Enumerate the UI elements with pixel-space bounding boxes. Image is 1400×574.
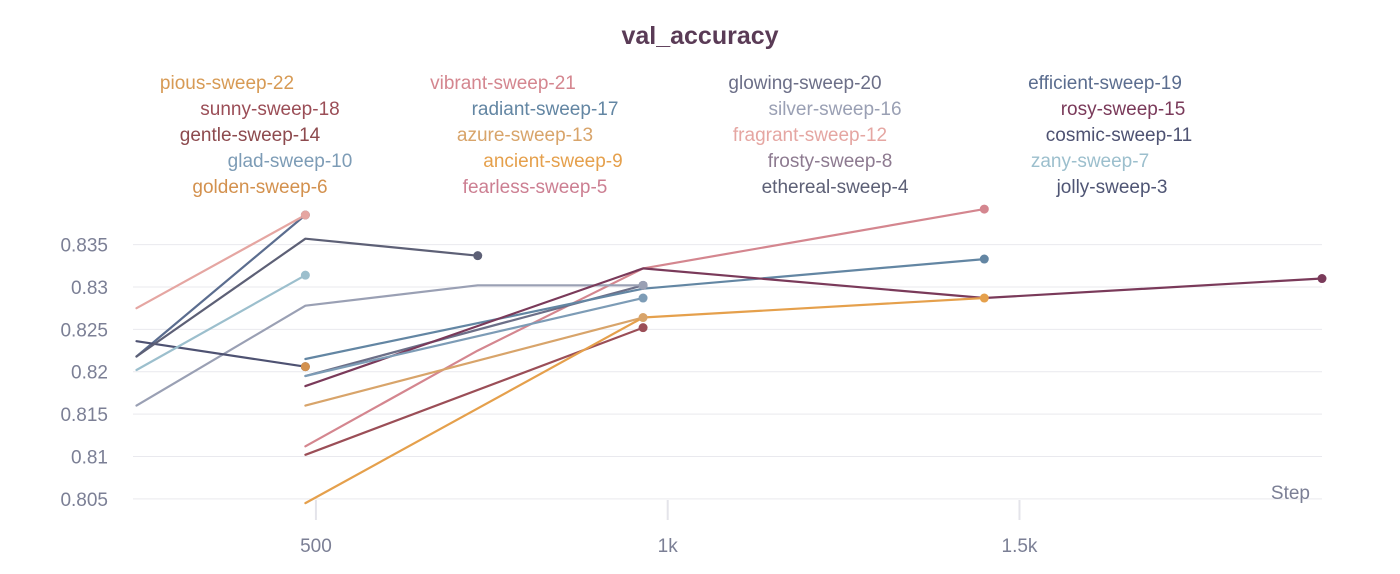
series-end-marker-glad-sweep-10: [638, 293, 648, 303]
series-line-efficient-sweep-19: [135, 213, 307, 358]
series-end-marker-sunny-sweep-18: [638, 323, 648, 333]
x-tick-label: 500: [300, 536, 332, 557]
legend: pious-sweep-22 vibrant-sweep-21 glowing-sw…: [0, 0, 1400, 210]
series-end-marker-ancient-sweep-9: [979, 293, 989, 303]
series-end-marker-zany-sweep-7: [300, 270, 310, 280]
legend-entry[interactable]: frosty-sweep-8: [767, 151, 893, 172]
legend-entry[interactable]: sunny-sweep-18: [200, 99, 340, 120]
series-end-marker-rosy-sweep-15: [1317, 274, 1327, 284]
series-line-azure-sweep-13: [304, 316, 645, 407]
series-line-radiant-sweep-17: [304, 258, 986, 361]
legend-entry[interactable]: fragrant-sweep-12: [732, 125, 888, 146]
legend-entry[interactable]: efficient-sweep-19: [1028, 73, 1182, 94]
y-tick-label: 0.83: [71, 278, 108, 299]
y-tick-label: 0.81: [71, 447, 108, 468]
y-tick-label: 0.815: [60, 405, 108, 426]
series-line-zany-sweep-7: [135, 274, 307, 372]
y-tick-label: 0.835: [60, 236, 108, 257]
y-tick-label: 0.805: [60, 490, 108, 511]
legend-entry[interactable]: glad-sweep-10: [227, 151, 353, 172]
series-line-fragrant-sweep-12: [135, 213, 307, 310]
legend-entry[interactable]: silver-sweep-16: [768, 99, 902, 120]
legend-entry[interactable]: golden-sweep-6: [192, 177, 328, 198]
legend-entry[interactable]: azure-sweep-13: [456, 125, 594, 146]
series-line-cosmic-sweep-11: [135, 340, 307, 368]
legend-entry[interactable]: gentle-sweep-14: [179, 125, 321, 146]
legend-entry[interactable]: fearless-sweep-5: [462, 177, 608, 198]
x-axis-label: Step: [1271, 483, 1310, 504]
series-end-marker-silver-sweep-16: [638, 280, 648, 290]
series-end-marker-fragrant-sweep-12: [300, 210, 310, 220]
legend-entry[interactable]: radiant-sweep-17: [471, 99, 619, 120]
grid: [133, 244, 1322, 520]
series-line-vibrant-sweep-21: [304, 208, 986, 448]
legend-entry[interactable]: glowing-sweep-20: [728, 73, 882, 94]
series-end-marker-golden-sweep-6: [300, 362, 310, 372]
series-line-ethereal-sweep-4: [135, 237, 479, 358]
series-line-silver-sweep-16: [135, 284, 645, 407]
legend-entry[interactable]: zany-sweep-7: [1030, 151, 1150, 172]
x-tick-label: 1.5k: [1002, 536, 1038, 557]
legend-entry[interactable]: pious-sweep-22: [159, 73, 295, 94]
series-line-glad-sweep-10: [304, 296, 645, 378]
series-lines: [135, 208, 1324, 505]
legend-entry[interactable]: rosy-sweep-15: [1060, 99, 1186, 120]
legend-entry[interactable]: ancient-sweep-9: [483, 151, 623, 172]
legend-entry[interactable]: cosmic-sweep-11: [1045, 125, 1193, 146]
series-end-marker-ethereal-sweep-4: [473, 251, 483, 261]
legend-entry[interactable]: vibrant-sweep-21: [430, 73, 576, 94]
y-tick-label: 0.82: [71, 363, 108, 384]
x-tick-label: 1k: [658, 536, 679, 557]
series-line-rosy-sweep-15: [304, 267, 1324, 388]
tick-labels: 0.805 0.81 0.815 0.82 0.825 0.83 0.835 500 1k 1.5…: [60, 236, 1037, 557]
series-end-marker-radiant-sweep-17: [979, 254, 989, 264]
legend-entry[interactable]: jolly-sweep-3: [1056, 177, 1168, 198]
chart-title: val_accuracy: [621, 22, 779, 50]
series-end-marker-vibrant-sweep-21: [979, 204, 989, 214]
series-end-marker-azure-sweep-13: [638, 313, 648, 323]
series-markers: [300, 204, 1327, 372]
y-tick-label: 0.825: [60, 320, 108, 341]
legend-entry[interactable]: ethereal-sweep-4: [761, 177, 909, 198]
